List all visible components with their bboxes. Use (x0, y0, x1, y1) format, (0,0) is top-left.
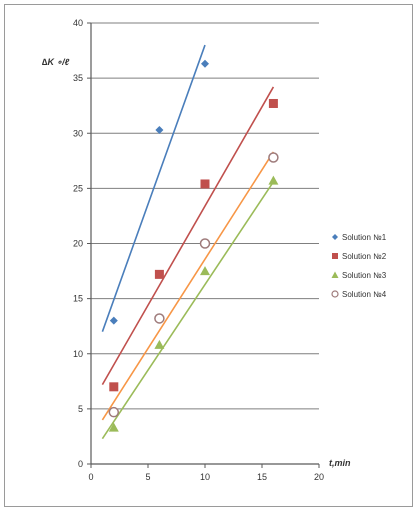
trendline-series-3 (101, 181, 275, 440)
x-tick-label-15: 15 (257, 472, 267, 482)
chart-frame: 0 5 10 15 20 25 30 35 40 0 5 10 15 20 ∆K ∘/ℓ t,min Solut… (4, 4, 413, 507)
x-axis-label: t,min (329, 458, 351, 468)
data-point-series-4-4 (268, 152, 279, 163)
data-point-series-4-1 (108, 406, 120, 418)
x-tick-label-10: 10 (200, 472, 210, 482)
legend-label-4: Solution №4 (342, 290, 387, 299)
y-tick-label-15: 15 (73, 294, 83, 304)
data-point-series-4-2 (154, 313, 165, 324)
data-point-series-3-2 (154, 339, 165, 349)
legend-marker-3 (331, 271, 339, 278)
legend-marker-1 (332, 234, 338, 240)
data-point-series-2-2 (154, 269, 164, 279)
y-tick-label-20: 20 (73, 239, 83, 249)
y-tick-label-40: 40 (73, 18, 83, 28)
legend-marker-4 (331, 290, 339, 298)
y-tick-label-25: 25 (73, 183, 83, 193)
y-tick-label-0: 0 (78, 459, 83, 469)
legend-marker-2 (332, 253, 338, 259)
data-point-series-1-2 (155, 125, 164, 134)
data-point-series-2-4 (268, 98, 278, 108)
data-point-series-2-1 (109, 382, 119, 392)
trendline-series-2 (101, 86, 275, 386)
trendline-series-1 (101, 44, 206, 332)
legend-label-2: Solution №2 (342, 252, 387, 261)
trendline-series-4 (101, 151, 275, 421)
data-point-series-4-3 (199, 238, 211, 249)
legend-label-1: Solution №1 (342, 233, 387, 242)
data-point-series-3-1 (108, 422, 119, 432)
y-tick-label-35: 35 (73, 73, 83, 83)
y-axis-label: ∆K ∘/ℓ (42, 57, 70, 67)
legend-label-3: Solution №3 (342, 271, 387, 280)
y-tick-label-10: 10 (73, 349, 83, 359)
x-tick-label-0: 0 (88, 472, 93, 482)
data-point-series-2-3 (200, 179, 210, 189)
y-tick-label-5: 5 (78, 404, 83, 414)
data-point-series-3-4 (268, 175, 279, 185)
x-tick-label-20: 20 (314, 472, 324, 482)
data-point-series-1-1 (109, 316, 118, 325)
data-point-series-3-3 (200, 266, 210, 276)
data-point-series-1-3 (201, 59, 209, 68)
y-tick-label-30: 30 (73, 128, 83, 138)
x-tick-label-5: 5 (145, 472, 150, 482)
scatter-chart: 0 5 10 15 20 25 30 35 40 0 5 10 15 20 ∆K ∘/ℓ t,min Solut… (42, 18, 387, 482)
